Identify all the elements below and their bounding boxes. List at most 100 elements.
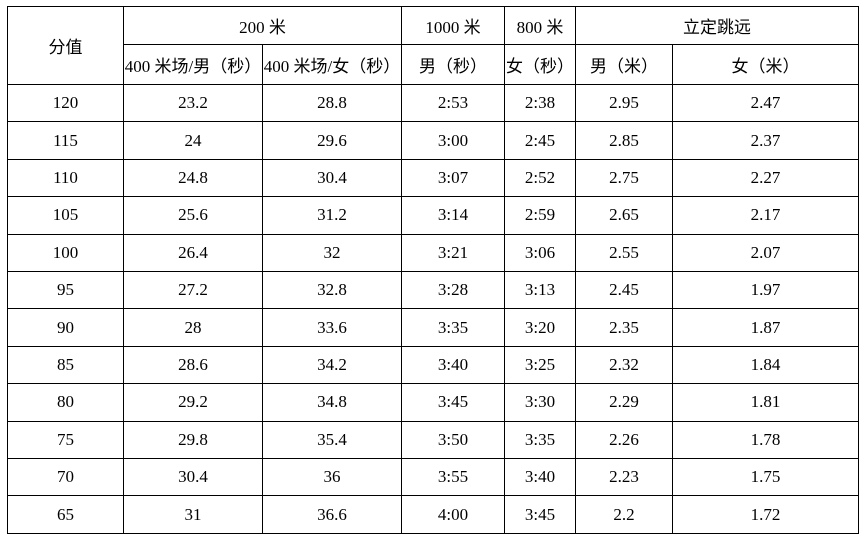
- table-cell: 70: [7, 458, 124, 497]
- table-cell: 30.4: [262, 158, 402, 198]
- table-cell: 2.37: [672, 121, 859, 160]
- header-400m-female: 400 米场/女（秒）: [262, 44, 402, 85]
- table-cell: 3:20: [504, 308, 576, 347]
- table-cell: 115: [7, 121, 124, 160]
- table-cell: 1.78: [672, 420, 859, 460]
- table-cell: 4:00: [401, 495, 505, 534]
- table-cell: 2.35: [575, 308, 673, 347]
- table-cell: 33.6: [262, 308, 402, 347]
- table-row: 65 31 36.6 4:00 3:45 2.2 1.72: [7, 495, 859, 534]
- header-800m-group: 800 米: [504, 6, 576, 45]
- table-row: 90 28 33.6 3:35 3:20 2.35 1.87: [7, 308, 859, 347]
- table-cell: 2.47: [672, 83, 859, 123]
- table-cell: 85: [7, 345, 124, 385]
- table-cell: 34.2: [262, 345, 402, 385]
- table-cell: 2.27: [672, 158, 859, 198]
- table-cell: 31: [123, 495, 263, 534]
- table-cell: 28: [123, 308, 263, 347]
- table-cell: 2:52: [504, 158, 576, 198]
- table-cell: 2:59: [504, 196, 576, 235]
- table-cell: 3:30: [504, 383, 576, 422]
- table-cell: 3:55: [401, 458, 505, 497]
- table-cell: 3:40: [504, 458, 576, 497]
- table-cell: 1.75: [672, 458, 859, 497]
- table-row: 120 23.2 28.8 2:53 2:38 2.95 2.47: [7, 83, 859, 123]
- table-cell: 1.97: [672, 271, 859, 310]
- table-row: 115 24 29.6 3:00 2:45 2.85 2.37: [7, 121, 859, 160]
- table-cell: 3:21: [401, 233, 505, 273]
- table-cell: 1.87: [672, 308, 859, 347]
- table-cell: 3:45: [504, 495, 576, 534]
- table-cell: 3:35: [401, 308, 505, 347]
- table-row: 105 25.6 31.2 3:14 2:59 2.65 2.17: [7, 196, 859, 235]
- table-cell: 2:45: [504, 121, 576, 160]
- table-cell: 75: [7, 420, 124, 460]
- table-cell: 31.2: [262, 196, 402, 235]
- table-cell: 24: [123, 121, 263, 160]
- table-cell: 105: [7, 196, 124, 235]
- table-cell: 3:13: [504, 271, 576, 310]
- table-cell: 2:38: [504, 83, 576, 123]
- table-cell: 110: [7, 158, 124, 198]
- header-jump-group: 立定跳远: [575, 6, 859, 45]
- table-row: 75 29.8 35.4 3:50 3:35 2.26 1.78: [7, 420, 859, 460]
- table-cell: 28.6: [123, 345, 263, 385]
- table-cell: 2.75: [575, 158, 673, 198]
- table-cell: 30.4: [123, 458, 263, 497]
- header-jump-male: 男（米）: [575, 44, 673, 85]
- table-cell: 32: [262, 233, 402, 273]
- table-cell: 100: [7, 233, 124, 273]
- table-cell: 3:14: [401, 196, 505, 235]
- table-cell: 29.6: [262, 121, 402, 160]
- table-cell: 24.8: [123, 158, 263, 198]
- table-cell: 3:25: [504, 345, 576, 385]
- table-row: 95 27.2 32.8 3:28 3:13 2.45 1.97: [7, 271, 859, 310]
- table-cell: 3:45: [401, 383, 505, 422]
- table-cell: 25.6: [123, 196, 263, 235]
- table-cell: 2.65: [575, 196, 673, 235]
- table-cell: 26.4: [123, 233, 263, 273]
- table-cell: 65: [7, 495, 124, 534]
- header-200m-group: 200 米: [123, 6, 402, 45]
- table-cell: 35.4: [262, 420, 402, 460]
- table-cell: 2.2: [575, 495, 673, 534]
- table-header: 分值 200 米 1000 米 800 米 立定跳远 400 米场/男（秒） 4…: [7, 6, 859, 85]
- table-row: 100 26.4 32 3:21 3:06 2.55 2.07: [7, 233, 859, 273]
- table-cell: 34.8: [262, 383, 402, 422]
- table-cell: 2.45: [575, 271, 673, 310]
- table-cell: 1.84: [672, 345, 859, 385]
- table-row: 80 29.2 34.8 3:45 3:30 2.29 1.81: [7, 383, 859, 422]
- table-cell: 2.32: [575, 345, 673, 385]
- table-cell: 80: [7, 383, 124, 422]
- table-cell: 2.29: [575, 383, 673, 422]
- table-row: 110 24.8 30.4 3:07 2:52 2.75 2.27: [7, 158, 859, 198]
- table-cell: 2.85: [575, 121, 673, 160]
- table-cell: 27.2: [123, 271, 263, 310]
- table-cell: 3:35: [504, 420, 576, 460]
- table-cell: 28.8: [262, 83, 402, 123]
- header-score: 分值: [7, 6, 124, 85]
- header-400m-male: 400 米场/男（秒）: [123, 44, 263, 85]
- table-cell: 3:40: [401, 345, 505, 385]
- fitness-score-table: 分值 200 米 1000 米 800 米 立定跳远 400 米场/男（秒） 4…: [7, 6, 859, 534]
- table-cell: 23.2: [123, 83, 263, 123]
- table-row: 70 30.4 36 3:55 3:40 2.23 1.75: [7, 458, 859, 497]
- header-800m-female: 女（秒）: [504, 44, 576, 85]
- table-body: 120 23.2 28.8 2:53 2:38 2.95 2.47 115 24 29.6 3:00…: [7, 83, 859, 534]
- table-cell: 2.95: [575, 83, 673, 123]
- header-1000m-group: 1000 米: [401, 6, 505, 45]
- table-cell: 2.07: [672, 233, 859, 273]
- table-cell: 3:07: [401, 158, 505, 198]
- header-jump-female: 女（米）: [672, 44, 859, 85]
- table-cell: 3:00: [401, 121, 505, 160]
- table-cell: 2.26: [575, 420, 673, 460]
- table-cell: 90: [7, 308, 124, 347]
- table-cell: 29.2: [123, 383, 263, 422]
- table-row: 85 28.6 34.2 3:40 3:25 2.32 1.84: [7, 345, 859, 385]
- header-row-groups: 分值 200 米 1000 米 800 米 立定跳远: [7, 6, 859, 85]
- table-cell: 32.8: [262, 271, 402, 310]
- table-cell: 95: [7, 271, 124, 310]
- table-cell: 29.8: [123, 420, 263, 460]
- table-cell: 3:06: [504, 233, 576, 273]
